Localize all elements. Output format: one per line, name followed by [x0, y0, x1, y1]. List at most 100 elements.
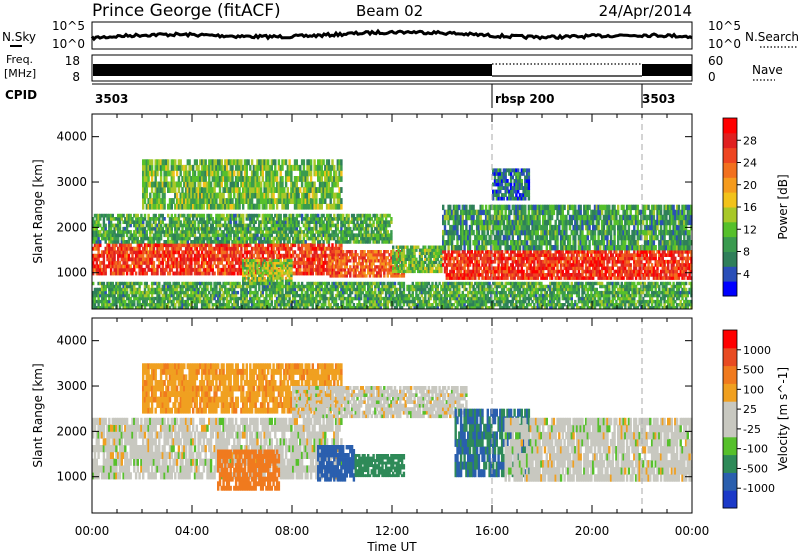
cpid-segment-label: 3503: [642, 92, 675, 106]
heatmap-cell: [402, 248, 406, 252]
heatmap-cell: [624, 250, 627, 254]
heatmap-cell: [190, 226, 193, 231]
heatmap-cell: [172, 246, 175, 251]
heatmap-cell: [233, 170, 236, 177]
heatmap-cell: [122, 220, 125, 224]
heatmap-cell: [233, 192, 236, 199]
heatmap-cell: [258, 259, 261, 262]
heatmap-cell: [208, 230, 211, 234]
heatmap-cell: [197, 264, 200, 269]
heatmap-cell: [243, 223, 247, 228]
heatmap-cell: [293, 260, 297, 265]
heatmap-cell: [317, 257, 320, 262]
heatmap-cell: [654, 256, 657, 261]
heatmap-cell: [245, 170, 248, 177]
heatmap-cell: [208, 176, 211, 182]
heatmap-cell: [313, 243, 316, 248]
heatmap-cell: [667, 269, 670, 274]
heatmap-cell: [372, 256, 375, 260]
heatmap-cell: [188, 223, 191, 228]
heatmap-cell: [136, 240, 139, 244]
heatmap-cell: [190, 271, 193, 276]
heatmap-cell: [434, 254, 438, 258]
heatmap-cell: [168, 198, 172, 204]
heatmap-cell: [356, 233, 359, 238]
heatmap-cell: [593, 273, 597, 277]
heatmap-cell: [449, 263, 452, 267]
heatmap-cell: [445, 229, 448, 236]
heatmap-cell: [227, 187, 231, 193]
heatmap-cell: [283, 192, 286, 199]
heatmap-cell: [468, 259, 472, 264]
heatmap-cell: [504, 266, 507, 271]
heatmap-cell: [281, 203, 284, 210]
heatmap-cell: [192, 181, 195, 188]
heatmap-cell: [174, 203, 177, 210]
heatmap-cell: [361, 274, 364, 278]
heatmap-cell: [206, 243, 209, 248]
heatmap-cell: [577, 259, 581, 264]
heatmap-cell: [350, 250, 354, 254]
heatmap-cell: [233, 246, 236, 251]
heatmap-cell: [375, 274, 379, 278]
heatmap-cell: [334, 217, 338, 221]
heatmap-cell: [259, 250, 263, 255]
heatmap-cell: [250, 274, 254, 278]
heatmap-cell: [218, 181, 222, 188]
heatmap-cell: [340, 198, 343, 204]
heatmap-cell: [154, 159, 157, 166]
heatmap-cell: [472, 256, 475, 261]
heatmap-cell: [572, 276, 575, 280]
heatmap-cell: [211, 226, 214, 231]
heatmap-cell: [125, 217, 129, 221]
heatmap-cell: [463, 245, 466, 251]
heatmap-cell: [204, 253, 207, 258]
heatmap-cell: [520, 259, 523, 264]
heatmap-cell: [213, 271, 216, 276]
heatmap-cell: [575, 259, 579, 264]
heatmap-cell: [324, 164, 327, 171]
heatmap-cell: [174, 164, 177, 171]
heatmap-cell: [320, 264, 323, 269]
heatmap-cell: [345, 256, 348, 260]
heatmap-cell: [343, 259, 347, 263]
heatmap-cell: [334, 181, 338, 188]
heatmap-cell: [222, 240, 225, 244]
heatmap-cell: [531, 269, 534, 274]
heatmap-cell: [286, 233, 289, 238]
heatmap-cell: [279, 223, 282, 228]
heatmap-cell: [408, 257, 411, 261]
heatmap-cell: [322, 198, 325, 204]
heatmap-cell: [463, 266, 466, 271]
heatmap-cell: [227, 243, 231, 248]
heatmap-cell: [125, 250, 129, 255]
heatmap-cell: [452, 234, 456, 241]
heatmap-cell: [249, 192, 252, 199]
heatmap-cell: [204, 246, 207, 251]
heatmap-cell: [290, 271, 293, 275]
heatmap-cell: [222, 187, 225, 193]
heatmap-cell: [143, 176, 147, 182]
heatmap-cell: [306, 192, 309, 199]
heatmap-cell: [218, 217, 222, 221]
heatmap-cell: [170, 164, 173, 171]
heatmap-cell: [200, 223, 204, 228]
heatmap-cell: [420, 248, 423, 252]
heatmap-cell: [265, 271, 268, 275]
heatmap-cell: [140, 233, 143, 238]
heatmap-cell: [286, 217, 289, 221]
heatmap-cell: [288, 250, 291, 255]
heatmap-cell: [265, 257, 268, 262]
heatmap-cell: [211, 170, 214, 177]
heatmap-cell: [445, 276, 448, 280]
heatmap-cell: [124, 226, 127, 231]
heatmap-cell: [254, 243, 257, 248]
heatmap-cell: [542, 250, 545, 254]
heatmap-cell: [181, 192, 184, 199]
heatmap-cell: [268, 220, 272, 224]
heatmap-cell: [270, 192, 273, 199]
heatmap-cell: [275, 223, 279, 228]
heatmap-cell: [145, 223, 148, 228]
heatmap-cell: [656, 250, 659, 254]
heatmap-cell: [377, 274, 381, 278]
